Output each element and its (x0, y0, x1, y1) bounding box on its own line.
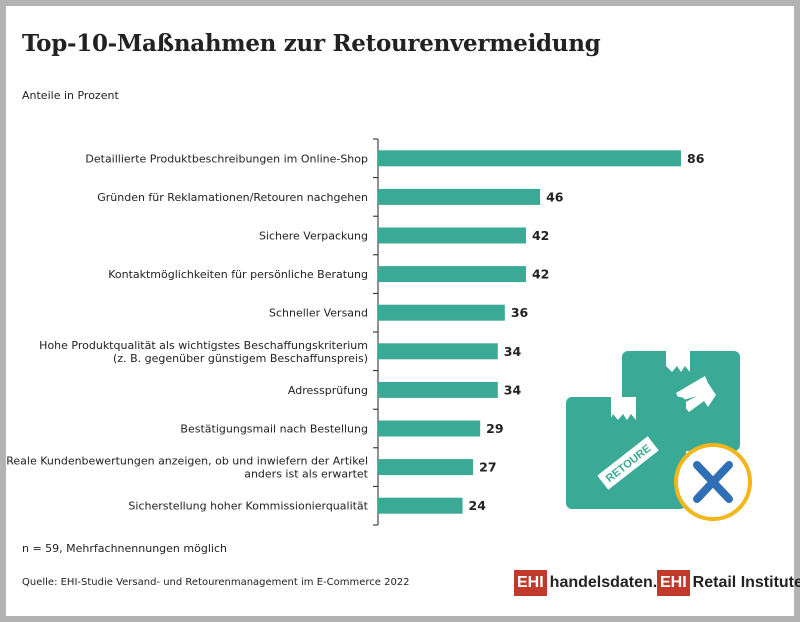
bar (378, 381, 498, 398)
bar (378, 420, 481, 437)
retoure-illustration: RETOURE (566, 351, 752, 521)
chart-title: Top-10-Maßnahmen zur Retourenvermeidung (22, 30, 601, 57)
bar (378, 343, 498, 360)
box-icon: RETOURE (566, 397, 686, 509)
category-label: Adressprüfung (288, 384, 368, 397)
bar (378, 266, 526, 283)
category-label: Sicherstellung hoher Kommissionierqualit… (128, 500, 368, 513)
data-label: 29 (486, 421, 503, 436)
ehi-logo-box: EHI (657, 570, 690, 596)
close-icon (674, 443, 752, 521)
handelsdaten-text: handelsdaten.de (549, 574, 676, 591)
category-label: anders ist als erwartet (244, 468, 368, 481)
data-label: 86 (687, 151, 705, 166)
data-label: 42 (532, 228, 549, 243)
bar (378, 459, 474, 476)
data-label: 42 (532, 267, 549, 282)
category-label: Hohe Produktqualität als wichtigstes Bes… (39, 339, 368, 352)
data-label: 46 (546, 189, 564, 204)
category-label: Gründen für Reklamationen/Retouren nachg… (97, 191, 368, 204)
ehi-logo-box: EHI (514, 570, 547, 596)
data-label: 34 (504, 344, 522, 359)
retail-institute-name: Retail Institute (692, 574, 800, 591)
chart-subtitle: Anteile in Prozent (22, 89, 119, 102)
bar (378, 188, 541, 205)
source-note: Quelle: EHI-Studie Versand- und Retouren… (22, 577, 410, 588)
handelsdaten-logo: EHI handelsdaten.de (514, 570, 676, 596)
bar (378, 497, 463, 514)
category-label: Reale Kundenbewertungen anzeigen, ob und… (6, 455, 368, 468)
category-label: (z. B. gegenüber günstigem Beschaffunspr… (113, 352, 368, 365)
ehi-retail-institute-logo: EHI Retail Institute® (657, 570, 800, 596)
data-label: 36 (511, 305, 529, 320)
retail-institute-text: Retail Institute® (693, 574, 800, 592)
data-label: 24 (469, 498, 487, 513)
category-label: Sichere Verpackung (259, 230, 368, 243)
sample-note: n = 59, Mehrfachnennungen möglich (22, 542, 227, 555)
data-label: 27 (479, 460, 496, 475)
category-label: Schneller Versand (269, 307, 368, 320)
bar (378, 304, 505, 321)
bar (378, 150, 681, 167)
data-label: 34 (504, 382, 522, 397)
category-label: Bestätigungsmail nach Bestellung (180, 423, 368, 436)
category-label: Detaillierte Produktbeschreibungen im On… (85, 152, 368, 165)
bar (378, 227, 526, 244)
category-label: Kontaktmöglichkeiten für persönliche Ber… (108, 268, 368, 281)
